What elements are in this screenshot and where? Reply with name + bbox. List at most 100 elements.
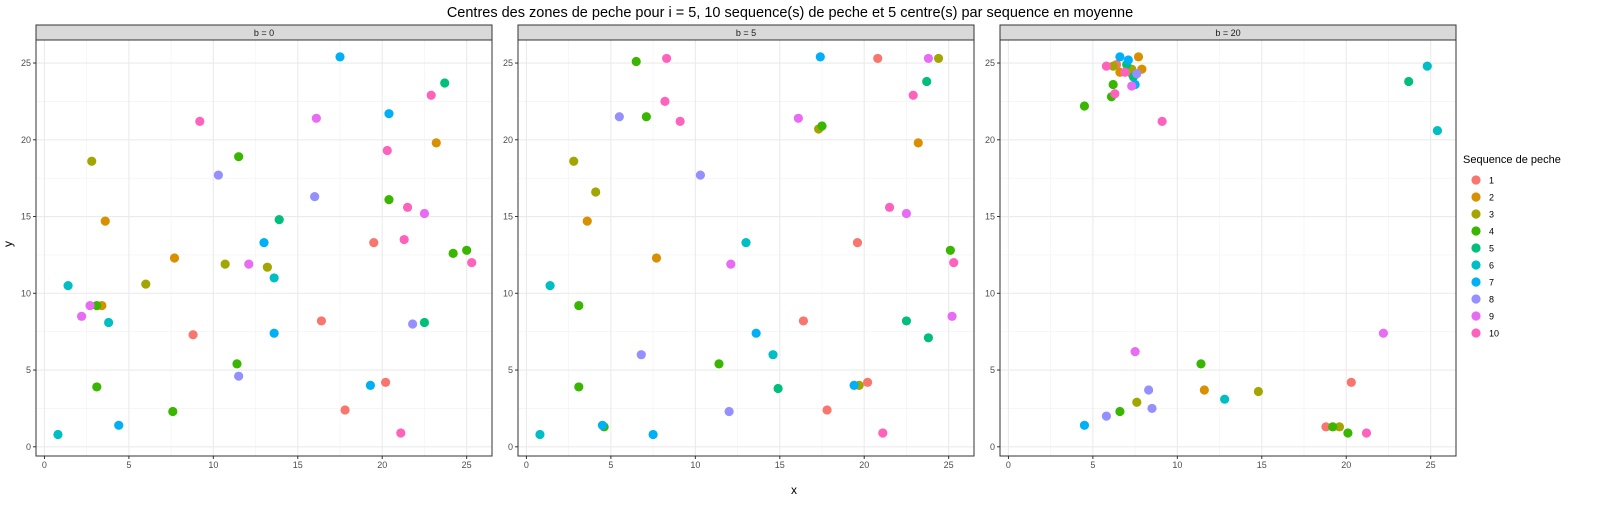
data-point-seq-4 bbox=[168, 406, 178, 417]
data-point-seq-3 bbox=[933, 53, 944, 64]
plot-background bbox=[36, 40, 492, 456]
data-point-seq-2 bbox=[913, 138, 923, 148]
data-point-seq-8 bbox=[234, 371, 244, 381]
data-point-seq-8 bbox=[310, 191, 320, 202]
data-point-seq-4 bbox=[1108, 79, 1118, 90]
plot-background bbox=[518, 40, 974, 456]
data-point-seq-4 bbox=[448, 248, 458, 258]
data-point-seq-10 bbox=[402, 202, 413, 212]
y-tick-label: 0 bbox=[508, 442, 513, 452]
legend-key-6 bbox=[1471, 260, 1481, 270]
data-point-seq-9 bbox=[1378, 328, 1388, 338]
data-point-seq-4 bbox=[574, 300, 584, 311]
data-point-seq-1 bbox=[316, 316, 327, 326]
data-point-seq-4 bbox=[462, 245, 472, 255]
y-tick-label: 15 bbox=[985, 212, 995, 222]
data-point-seq-6 bbox=[535, 429, 545, 440]
facet-strip-label: b = 0 bbox=[254, 28, 274, 38]
data-point-seq-4 bbox=[384, 195, 394, 205]
data-point-seq-3 bbox=[1334, 422, 1345, 432]
data-point-seq-2 bbox=[169, 253, 180, 263]
data-point-seq-5 bbox=[440, 78, 450, 88]
data-point-seq-1 bbox=[822, 405, 832, 415]
data-point-seq-2 bbox=[100, 216, 110, 226]
legend-key-1 bbox=[1471, 175, 1481, 185]
x-tick-label: 0 bbox=[1006, 460, 1011, 470]
panel-border bbox=[517, 39, 975, 457]
y-tick-label: 10 bbox=[985, 288, 995, 298]
data-point-seq-9 bbox=[923, 53, 934, 64]
data-point-seq-8 bbox=[1132, 69, 1142, 79]
data-point-seq-3 bbox=[591, 187, 601, 197]
data-point-seq-10 bbox=[1361, 428, 1372, 438]
data-point-seq-2 bbox=[1199, 385, 1209, 395]
data-point-seq-4 bbox=[1328, 422, 1338, 432]
data-point-seq-2 bbox=[1133, 52, 1144, 62]
data-point-seq-5 bbox=[419, 317, 430, 328]
data-point-seq-7 bbox=[384, 109, 394, 119]
legend-label-7: 7 bbox=[1489, 278, 1494, 288]
data-point-seq-6 bbox=[1432, 125, 1443, 136]
x-tick-label: 5 bbox=[126, 460, 131, 470]
data-point-seq-10 bbox=[1110, 89, 1120, 99]
data-point-seq-2 bbox=[651, 253, 662, 263]
x-tick-label: 15 bbox=[293, 460, 303, 470]
data-point-seq-1 bbox=[381, 377, 391, 387]
data-point-seq-10 bbox=[675, 116, 685, 126]
y-tick-label: 0 bbox=[990, 442, 995, 452]
data-point-seq-10 bbox=[396, 428, 406, 438]
data-point-seq-1 bbox=[852, 238, 863, 248]
data-point-seq-10 bbox=[426, 90, 436, 100]
legend-label-1: 1 bbox=[1489, 176, 1494, 186]
data-point-seq-6 bbox=[63, 281, 73, 291]
legend-title: Sequence de peche bbox=[1463, 154, 1561, 166]
data-point-seq-7 bbox=[259, 238, 269, 248]
data-point-seq-10 bbox=[1157, 116, 1167, 126]
x-tick-label: 10 bbox=[690, 460, 700, 470]
plot-background bbox=[1000, 40, 1456, 456]
data-point-seq-4 bbox=[232, 359, 242, 369]
panel-3: b = 20 0 5 10 15 20 25 0 5 10 15 20 25 bbox=[985, 24, 1457, 470]
data-point-seq-9 bbox=[419, 208, 430, 219]
legend-key-9 bbox=[1471, 311, 1481, 321]
data-point-seq-2 bbox=[582, 216, 592, 226]
data-point-seq-7 bbox=[1079, 420, 1090, 430]
data-point-seq-2 bbox=[431, 138, 441, 148]
data-point-seq-6 bbox=[741, 238, 751, 248]
legend-key-5 bbox=[1471, 243, 1481, 253]
data-point-seq-3 bbox=[1253, 386, 1263, 397]
x-tick-label: 25 bbox=[944, 460, 954, 470]
data-point-seq-7 bbox=[648, 429, 658, 440]
data-point-seq-7 bbox=[114, 420, 124, 430]
data-point-seq-9 bbox=[726, 259, 736, 269]
y-tick-label: 20 bbox=[985, 135, 995, 145]
facet-strip-label: b = 20 bbox=[1215, 28, 1240, 38]
legend-label-8: 8 bbox=[1489, 295, 1494, 305]
data-point-seq-6 bbox=[1422, 61, 1432, 71]
data-point-seq-4 bbox=[92, 300, 102, 311]
data-point-seq-1 bbox=[863, 377, 873, 387]
data-point-seq-8 bbox=[1101, 411, 1111, 421]
y-tick-label: 20 bbox=[503, 135, 513, 145]
data-point-seq-3 bbox=[220, 259, 230, 269]
legend-key-3 bbox=[1471, 209, 1481, 219]
data-point-seq-9 bbox=[793, 113, 803, 123]
data-point-seq-7 bbox=[815, 52, 825, 62]
x-tick-label: 0 bbox=[524, 460, 529, 470]
panel-2: b = 5 0 5 10 15 20 25 0 5 10 15 20 25 bbox=[503, 24, 975, 470]
data-point-seq-10 bbox=[662, 53, 672, 64]
x-tick-label: 20 bbox=[859, 460, 869, 470]
legend-key-2 bbox=[1471, 192, 1481, 202]
data-point-seq-7 bbox=[597, 420, 608, 430]
y-tick-label: 15 bbox=[21, 212, 31, 222]
data-point-seq-7 bbox=[335, 52, 345, 62]
data-point-seq-5 bbox=[922, 76, 932, 87]
data-point-seq-6 bbox=[1220, 394, 1230, 404]
data-point-seq-8 bbox=[614, 112, 624, 122]
data-point-seq-9 bbox=[1130, 347, 1140, 357]
x-axis-label: x bbox=[791, 483, 797, 497]
data-point-seq-9 bbox=[901, 208, 912, 219]
panels: b = 0 0 5 10 15 20 25 0 5 10 15 20 25 b = 5 0 5 10 15 20 25… bbox=[21, 24, 1457, 470]
facet-strip-label: b = 5 bbox=[736, 28, 756, 38]
data-point-seq-1 bbox=[340, 405, 350, 415]
